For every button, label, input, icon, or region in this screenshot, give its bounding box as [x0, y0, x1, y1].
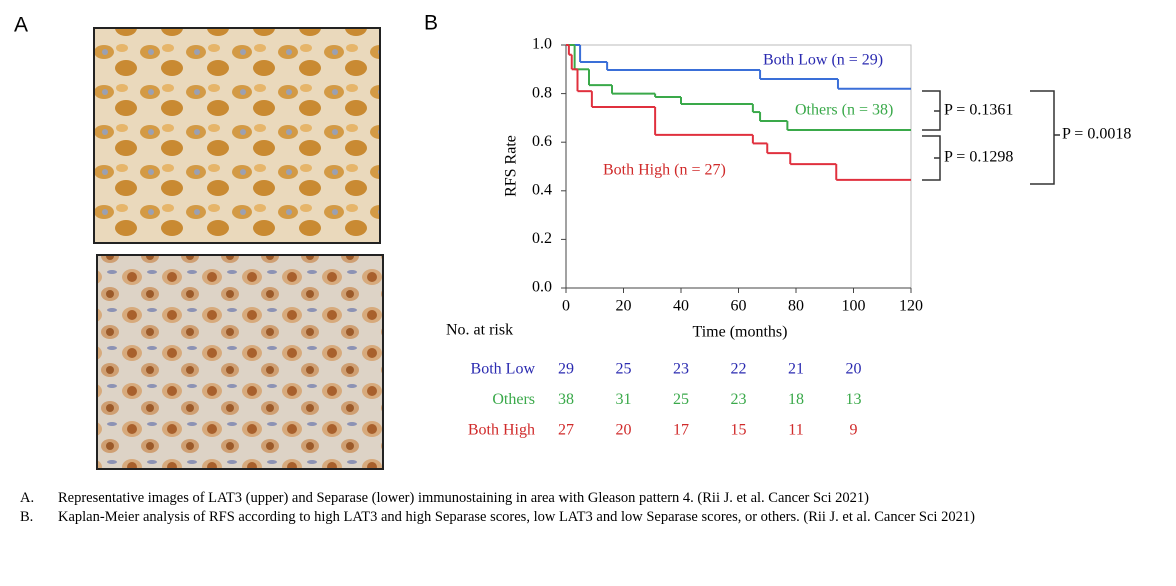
risk-count: 25 — [616, 361, 632, 378]
y-tick-label: 0.6 — [532, 133, 552, 150]
x-tick-label: 100 — [842, 298, 866, 315]
risk-count: 31 — [616, 391, 632, 408]
x-tick-label: 0 — [562, 298, 570, 315]
caption-label: A. — [20, 490, 35, 506]
x-tick-label: 120 — [899, 298, 923, 315]
series-label: Both Low (n = 29) — [763, 52, 883, 69]
brackets — [922, 90, 1060, 185]
risk-count: 29 — [558, 361, 574, 378]
panel-label: B — [424, 12, 438, 35]
stain-image — [93, 27, 381, 244]
risk-count: 22 — [731, 361, 747, 378]
risk-count: 15 — [731, 422, 747, 439]
caption-text: Kaplan-Meier analysis of RFS according t… — [58, 509, 975, 525]
p-value: P = 0.1298 — [944, 149, 1013, 166]
caption: B. Kaplan-Meier analysis of RFS according… — [20, 508, 1150, 527]
risk-count: 17 — [673, 422, 689, 439]
caption-text: Representative images of LAT3 (upper) an… — [58, 490, 869, 506]
series-label: Others (n = 38) — [795, 102, 893, 119]
risk-row-name: Both Low — [471, 361, 536, 378]
x-tick-label: 80 — [788, 298, 804, 315]
risk-count: 23 — [731, 391, 747, 408]
series-label: Both High (n = 27) — [603, 162, 726, 179]
x-tick-label: 20 — [616, 298, 632, 315]
x-tick-label: 40 — [673, 298, 689, 315]
y-tick-label: 0.8 — [532, 84, 552, 101]
risk-count: 38 — [558, 391, 574, 408]
risk-count: 21 — [788, 361, 804, 378]
risk-count: 20 — [616, 422, 632, 439]
figure: A B RFS Rate Time (months) No. at risk 0… — [14, 12, 1131, 470]
risk-count: 23 — [673, 361, 689, 378]
x-axis-title: Time (months) — [693, 324, 788, 341]
x-tick-label: 60 — [731, 298, 747, 315]
risk-row-name: Others — [492, 391, 535, 408]
p-value: P = 0.0018 — [1062, 126, 1131, 143]
risk-count: 27 — [558, 422, 574, 439]
risk-count: 20 — [846, 361, 862, 378]
risk-row-name: Both High — [468, 422, 535, 439]
risk-count: 11 — [788, 422, 803, 439]
y-tick-label: 0.0 — [532, 279, 552, 296]
panel-label: A — [14, 14, 28, 37]
caption-label: B. — [20, 509, 34, 525]
risk-count: 13 — [846, 391, 862, 408]
risk-count: 9 — [850, 422, 858, 439]
y-tick-label: 0.4 — [532, 181, 552, 198]
risk-count: 25 — [673, 391, 689, 408]
y-tick-label: 0.2 — [532, 230, 552, 247]
y-tick-label: 1.0 — [532, 36, 552, 53]
stain-image — [96, 254, 384, 470]
y-axis-title: RFS Rate — [503, 135, 520, 197]
p-value: P = 0.1361 — [944, 102, 1013, 119]
caption: A. Representative images of LAT3 (upper) … — [20, 489, 1150, 508]
risk-count: 18 — [788, 391, 804, 408]
risk-table-title: No. at risk — [446, 322, 513, 339]
